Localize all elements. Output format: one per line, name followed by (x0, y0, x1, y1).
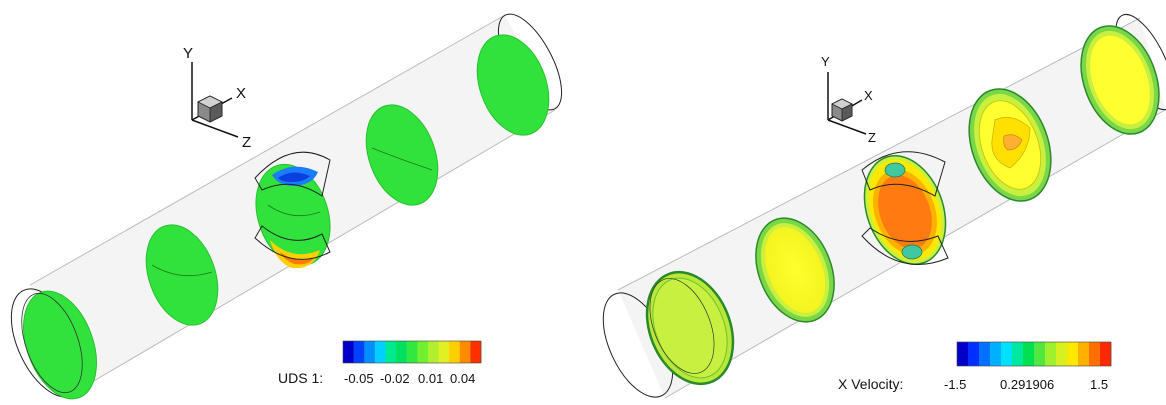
right-legend-swatch-11 (1067, 342, 1079, 366)
left-legend-swatch-3 (364, 341, 376, 363)
right-disk-3 (861, 151, 949, 265)
right-legend-swatch-10 (1056, 342, 1068, 366)
right-disk-2 (755, 217, 835, 323)
left-legend: UDS 1: -0.05 -0.02 0.01 0.04 (278, 340, 482, 386)
left-legend-swatch-1 (343, 341, 354, 363)
right-panel: Y X Z X Velocity: -1.5 0.291906 1.5 (602, 13, 1166, 399)
left-legend-swatch-11 (449, 341, 461, 363)
left-axis-triad: Y X Z (183, 45, 251, 151)
left-axis-x-label: X (236, 85, 246, 102)
right-legend-title: X Velocity: (838, 376, 903, 392)
left-legend-tick-2: -0.02 (380, 371, 410, 386)
left-legend-swatch-5 (385, 341, 397, 363)
left-disk-1 (21, 290, 97, 400)
left-legend-swatch-12 (459, 341, 471, 363)
right-axis-triad: Y X Z (821, 54, 876, 145)
left-axis-y-label: Y (183, 45, 193, 62)
right-legend-swatch-14 (1100, 342, 1112, 366)
right-axis-y-label: Y (821, 54, 830, 69)
left-legend-swatch-6 (396, 341, 407, 363)
left-legend-tick-1: -0.05 (344, 371, 374, 386)
right-legend-swatch-9 (1045, 342, 1057, 366)
right-legend-swatch-4 (990, 342, 1002, 366)
left-disk-3 (254, 151, 331, 269)
left-disk-4 (365, 104, 439, 206)
left-legend-swatch-4 (374, 341, 386, 363)
left-panel: Y X Z UDS 1: -0.05 -0.02 0.01 0.04 (10, 13, 563, 400)
left-legend-swatch-10 (438, 341, 450, 363)
left-disk-2 (145, 224, 219, 326)
left-disk-5 (476, 34, 550, 136)
right-legend-tick-2: 0.291906 (1000, 377, 1054, 392)
right-disk-5 (1080, 25, 1160, 135)
right-legend-swatch-6 (1012, 342, 1024, 366)
left-legend-swatch-8 (417, 341, 429, 363)
left-legend-swatch-2 (353, 341, 365, 363)
right-legend-tick-1: -1.5 (944, 377, 966, 392)
right-legend-swatch-7 (1023, 342, 1035, 366)
left-legend-tick-4: 0.04 (450, 371, 475, 386)
right-disk-4 (968, 88, 1052, 202)
left-legend-colorbar (342, 340, 482, 364)
right-legend-frame (956, 341, 1112, 367)
right-legend-swatch-8 (1034, 342, 1046, 366)
right-legend-swatch-3 (979, 342, 991, 366)
right-legend-swatch-13 (1089, 342, 1101, 366)
right-axis-x-label: X (864, 88, 873, 103)
left-legend-frame (342, 340, 482, 364)
left-axis-z-label: Z (242, 134, 251, 151)
right-legend-swatch-12 (1078, 342, 1090, 366)
right-legend: X Velocity: -1.5 0.291906 1.5 (838, 341, 1112, 392)
right-legend-colorbar (956, 341, 1112, 367)
left-legend-tick-3: 0.01 (418, 371, 443, 386)
left-legend-swatch-7 (406, 341, 418, 363)
right-legend-swatch-2 (968, 342, 980, 366)
left-legend-swatch-9 (427, 341, 439, 363)
left-legend-swatch-13 (470, 341, 482, 363)
right-axis-z-label: Z (868, 130, 876, 145)
right-legend-tick-3: 1.5 (1090, 377, 1108, 392)
right-legend-swatch-5 (1001, 342, 1013, 366)
right-legend-swatch-1 (957, 342, 969, 366)
left-legend-title: UDS 1: (278, 370, 323, 386)
right-disk-1 (645, 270, 735, 386)
